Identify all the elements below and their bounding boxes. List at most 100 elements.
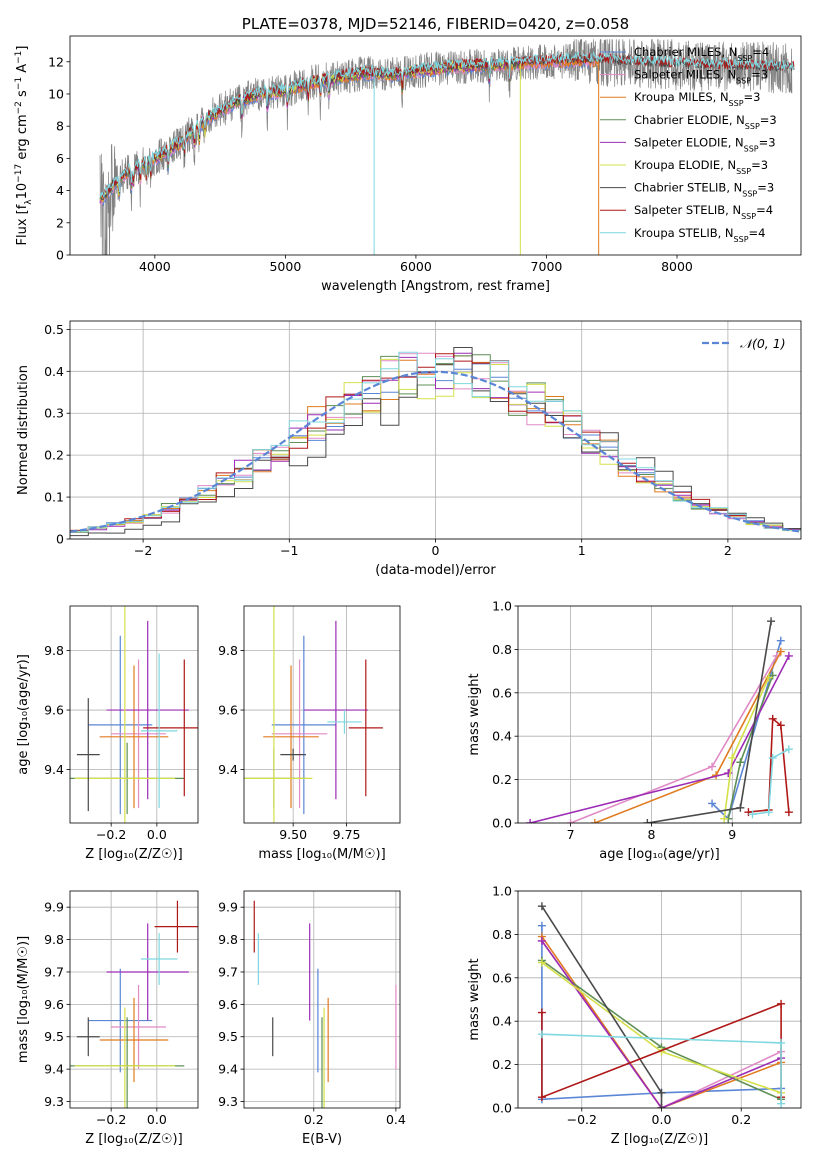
legend-entry: Salpeter MILES, NSSP=3 [634,68,768,86]
data-point-marker [537,1030,546,1039]
histogram-kroupa-stelib [70,351,801,539]
residuals-y-axis-label: Normed distribution [16,365,31,495]
y-tick-label: 9.4 [44,1062,64,1077]
data-point-marker [537,936,546,945]
mass-vs-Z-plot-area [70,900,198,1108]
x-tick-label: 0.4 [386,1112,406,1127]
y-tick-label: 0.4 [44,364,64,379]
y-tick-label: 9.6 [218,997,238,1012]
residuals-x-axis-label: (data-model)/error [375,563,496,578]
mass-weight-vs-Z-grid [518,890,801,1109]
y-tick-label: 0.8 [492,642,512,657]
mass-weight-vs-age-x-axis-label: age [log₁₀(age/yr)] [599,847,720,862]
data-point-marker [768,671,777,680]
mass-weight-vs-Z-x-axis-label: Z [log₁₀(Z/Z☉)] [611,1132,708,1147]
legend-entry: Chabrier ELODIE, NSSP=3 [634,113,777,131]
y-tick-label: 9.9 [44,900,64,915]
normal-distribution-curve [70,370,801,533]
mass-weight-vs-age-panel: 7 8 9 0.0 0.2 0.4 0.6 0.8 1.0 age [log₁₀(age/yr)]… [467,599,802,862]
mass-weight-vs-age-frame [517,605,802,824]
spectrum-x-axis-label: wavelength [Angstrom, rest frame] [321,279,550,294]
x-tick-label: 5000 [269,259,301,274]
age-vs-mass-plot-area [244,606,383,823]
legend-entry: Chabrier STELIB, NSSP=3 [634,181,774,199]
errorbar-chabrier-miles [88,635,153,815]
mass-weight-chabrier-stelib [643,617,776,823]
y-tick-label: 10 [48,86,64,101]
y-tick-label: 9.8 [218,932,238,947]
mass-vs-ebv-plot-area [253,900,397,1108]
age-vs-mass-x-axis-label: mass [log₁₀(M/M☉)] [258,847,385,862]
y-tick-label: 9.8 [218,643,238,658]
mass-vs-Z-y-axis-label: mass [log₁₀(M/M☉)] [16,936,31,1063]
x-tick-label: 7000 [531,259,563,274]
data-point-marker [744,808,753,817]
data-point-marker [537,1008,546,1017]
mass-vs-Z-frame [69,890,199,1109]
y-tick-label: 0.0 [492,1101,512,1116]
residuals-plot-area [70,347,801,539]
x-tick-label: 8000 [661,259,693,274]
x-tick-label: −0.2 [96,1112,126,1127]
data-point-marker [768,714,777,723]
errorbar-kroupa-stelib [140,933,178,985]
mass-weight-kroupa-stelib [748,745,793,819]
y-tick-label: 9.4 [218,1062,238,1077]
errorbar-kroupa-stelib [140,653,178,809]
errorbar-chabrier-stelib [280,748,306,761]
errorbar-salpeter-stelib [143,659,198,797]
y-tick-label: 0.2 [492,772,512,787]
x-tick-label: 1 [578,543,586,558]
y-tick-label: 9.9 [218,900,238,915]
data-point-marker [720,814,729,823]
mass-weight-vs-Z-plot-area [537,902,786,1108]
figure-title: PLATE=0378, MJD=52146, FIBERID=0420, z=0… [242,15,629,33]
data-point-marker [657,1088,666,1097]
data-point-marker [767,617,776,626]
mass-vs-ebv-panel: 0.2 0.4 9.3 9.4 9.5 9.6 9.7 9.8 9.9 E(B-V) [218,890,406,1147]
errorbar-kroupa-elodie [74,1007,176,1108]
age-vs-mass-panel: 9.50 9.75 9.4 9.6 9.8 mass [log₁₀(M/M☉)] [218,605,401,862]
y-tick-label: 9.5 [44,1029,64,1044]
mass-weight-salpeter-miles [566,651,781,823]
errorbar-salpeter-miles [111,984,166,1070]
y-tick-label: 9.7 [44,964,64,979]
spectrum-y-axis-label: Flux [fλ10−17 erg cm−2 s−1 A−1] [14,46,34,246]
age-vs-Z-panel: −0.2 0.0 9.4 9.6 9.8 Z [log₁₀(Z/Z☉)] age [log₁… [16,605,199,862]
y-tick-label: 9.6 [218,703,238,718]
x-tick-label: 0.2 [304,1112,324,1127]
mass-vs-Z-panel: −0.2 0.0 9.3 9.4 9.5 9.6 9.7 9.8 9.9 Z [log₁₀(Z/Z… [16,890,199,1147]
y-tick-label: 0.6 [492,970,512,985]
data-point-marker [566,819,575,823]
y-tick-label: 9.8 [44,932,64,947]
data-point-marker [736,758,745,767]
y-tick-label: 0.6 [492,685,512,700]
mass-vs-ebv-x-axis-label: E(B-V) [302,1132,342,1147]
mass-weight-vs-age-plot-area [526,617,793,823]
errorbar-kroupa-miles [99,665,169,809]
y-tick-label: 0.0 [492,816,512,831]
errorbar-chabrier-miles [271,635,336,815]
mass-weight-vs-Z-panel: −0.2 0.0 0.2 0.0 0.2 0.4 0.6 0.8 1.0 Z [log₁₀(Z/Z… [467,884,802,1147]
errorbar-salpeter-elodie [106,620,189,800]
data-point-marker [776,636,785,645]
x-tick-label: −0.2 [96,827,126,842]
mass-weight-vs-Z-frame [517,890,802,1109]
legend-entry: Kroupa MILES, NSSP=3 [634,90,760,108]
data-point-marker [537,921,546,930]
age-vs-Z-frame [69,605,199,824]
model-spectrum-kroupa-miles [99,57,599,203]
x-tick-label: 9.50 [279,827,307,842]
x-tick-label: 0.0 [147,1112,167,1127]
y-tick-label: 6 [56,151,64,166]
spectrum-legend: Chabrier MILES, NSSP=4 Salpeter MILES, NS… [600,45,777,243]
y-tick-label: 9.5 [218,1029,238,1044]
data-point-marker [708,762,717,771]
mass-weight-chabrier-stelib [537,902,666,1108]
data-point-marker [537,902,546,911]
data-point-marker [784,808,793,817]
x-tick-label: 8 [647,827,655,842]
x-tick-label: 0.0 [147,827,167,842]
data-point-marker [657,1104,666,1108]
